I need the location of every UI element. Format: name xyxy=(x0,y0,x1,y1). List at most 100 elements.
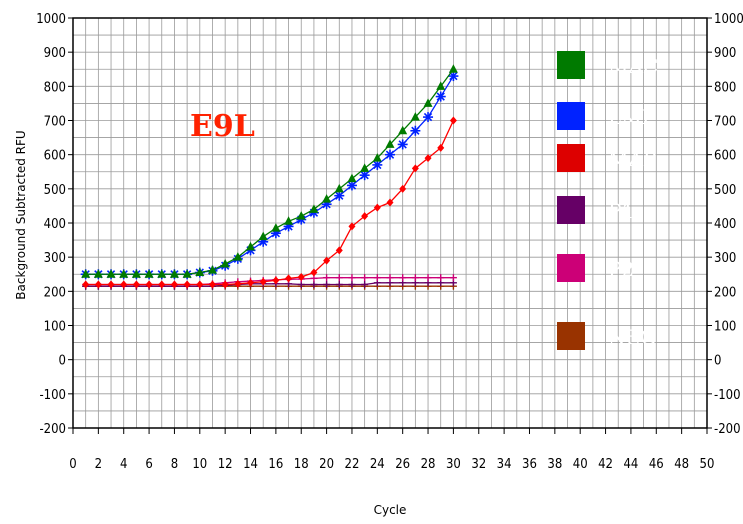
y-tick-label-right: 500 xyxy=(714,183,736,198)
y-tick-label-left: 600 xyxy=(44,149,66,164)
data-point xyxy=(398,125,408,135)
data-point xyxy=(207,265,217,274)
data-point xyxy=(323,281,331,288)
data-point xyxy=(436,81,446,90)
x-tick-label: 0 xyxy=(69,457,76,472)
x-tick-label: 34 xyxy=(497,457,512,472)
data-point xyxy=(334,190,345,201)
x-tick-label: 32 xyxy=(471,457,486,472)
x-tick-label: 40 xyxy=(573,457,588,472)
data-point xyxy=(285,274,293,283)
data-point xyxy=(247,278,255,287)
legend-item-p1: P1 xyxy=(557,196,634,224)
data-point xyxy=(410,125,421,136)
series-line xyxy=(85,75,454,275)
legend-swatch xyxy=(557,322,585,350)
data-point xyxy=(424,154,432,163)
data-point xyxy=(423,98,433,107)
data-point xyxy=(437,274,445,282)
series-group xyxy=(80,64,459,290)
y-tick-label-left: 0 xyxy=(59,354,66,369)
data-point xyxy=(348,281,356,288)
y-tick-label-left: 400 xyxy=(44,217,66,232)
x-ticks: 0 2 4 6 8 10 12 14 16 18 20 22 24 26 28 30 32 34 36 38 40 42 4… xyxy=(69,428,714,472)
x-axis-title: Cycle xyxy=(374,503,407,517)
data-point xyxy=(145,280,153,289)
x-tick-label: 20 xyxy=(319,457,334,472)
data-point xyxy=(335,274,343,282)
y-ticks-right: -200 -100 0 100 200 300 400 500 600 700 800 900 1000 xyxy=(707,12,743,437)
y-tick-label-right: 900 xyxy=(714,46,736,61)
data-point xyxy=(361,274,369,282)
y-tick-label-right: 300 xyxy=(714,251,736,266)
data-point xyxy=(81,269,91,278)
y-tick-label-left: 100 xyxy=(44,320,66,335)
data-point xyxy=(258,231,268,241)
y-tick-label-left: 800 xyxy=(44,80,66,95)
legend-swatch xyxy=(557,196,585,224)
x-tick-label: 8 xyxy=(171,457,178,472)
data-point xyxy=(411,274,419,282)
data-point xyxy=(296,211,306,220)
data-point xyxy=(335,281,343,288)
x-tick-label: 6 xyxy=(145,457,152,472)
x-tick-label: 16 xyxy=(268,457,283,472)
x-tick-label: 38 xyxy=(547,457,562,472)
legend-label: P1 xyxy=(608,199,634,223)
y-tick-label-right: 0 xyxy=(714,354,721,369)
data-point xyxy=(158,280,166,289)
x-tick-label: 36 xyxy=(522,457,537,472)
data-point xyxy=(144,269,154,278)
data-point xyxy=(208,280,216,289)
data-point xyxy=(323,274,331,282)
x-tick-label: 24 xyxy=(370,457,385,472)
data-point xyxy=(323,256,331,265)
data-point xyxy=(424,274,432,282)
data-point xyxy=(284,216,294,225)
data-point xyxy=(322,194,332,203)
data-point xyxy=(361,281,369,288)
data-point xyxy=(310,281,318,288)
data-point xyxy=(373,274,381,282)
y-ticks-left: -200 -100 0 100 200 300 400 500 600 700 800 900 1000 xyxy=(36,12,73,437)
y-tick-label-right: 600 xyxy=(714,149,736,164)
data-point xyxy=(360,163,370,172)
data-point xyxy=(410,112,420,121)
data-point xyxy=(335,246,343,255)
data-point xyxy=(347,173,357,183)
data-point xyxy=(233,252,243,261)
data-point xyxy=(372,159,383,170)
legend-label: LMP xyxy=(608,105,655,129)
y-tick-label-right: 100 xyxy=(714,320,736,335)
x-tick-label: 22 xyxy=(345,457,360,472)
x-tick-label: 10 xyxy=(192,457,207,472)
chart-annotation: E9L xyxy=(190,109,255,144)
y-tick-label-left: 200 xyxy=(44,285,66,300)
x-tick-label: 14 xyxy=(243,457,258,472)
data-point xyxy=(411,164,419,173)
y-tick-label-left: 500 xyxy=(44,183,66,198)
data-point xyxy=(423,112,434,123)
y-tick-label-right: -200 xyxy=(714,422,741,437)
data-point xyxy=(386,198,394,207)
x-tick-label: 18 xyxy=(294,457,309,472)
data-point xyxy=(195,267,205,277)
legend-item-lmp: LMP xyxy=(557,102,655,130)
data-point xyxy=(310,268,318,277)
data-point xyxy=(385,139,395,148)
data-point xyxy=(196,280,204,289)
data-point xyxy=(334,183,344,193)
data-point xyxy=(271,223,281,232)
data-point xyxy=(246,241,256,251)
y-tick-label-right: 800 xyxy=(714,80,736,95)
y-tick-label-left: -100 xyxy=(39,388,66,403)
series-map xyxy=(82,116,457,289)
grid xyxy=(72,17,708,429)
x-tick-label: 12 xyxy=(218,457,233,472)
legend-swatch xyxy=(557,102,585,130)
legend: MAC LMP MAP P1 P2 NEG xyxy=(557,51,658,350)
data-point xyxy=(157,269,167,278)
legend-label: MAC xyxy=(608,54,658,78)
x-tick-label: 4 xyxy=(120,457,127,472)
legend-item-neg: NEG xyxy=(557,322,656,350)
